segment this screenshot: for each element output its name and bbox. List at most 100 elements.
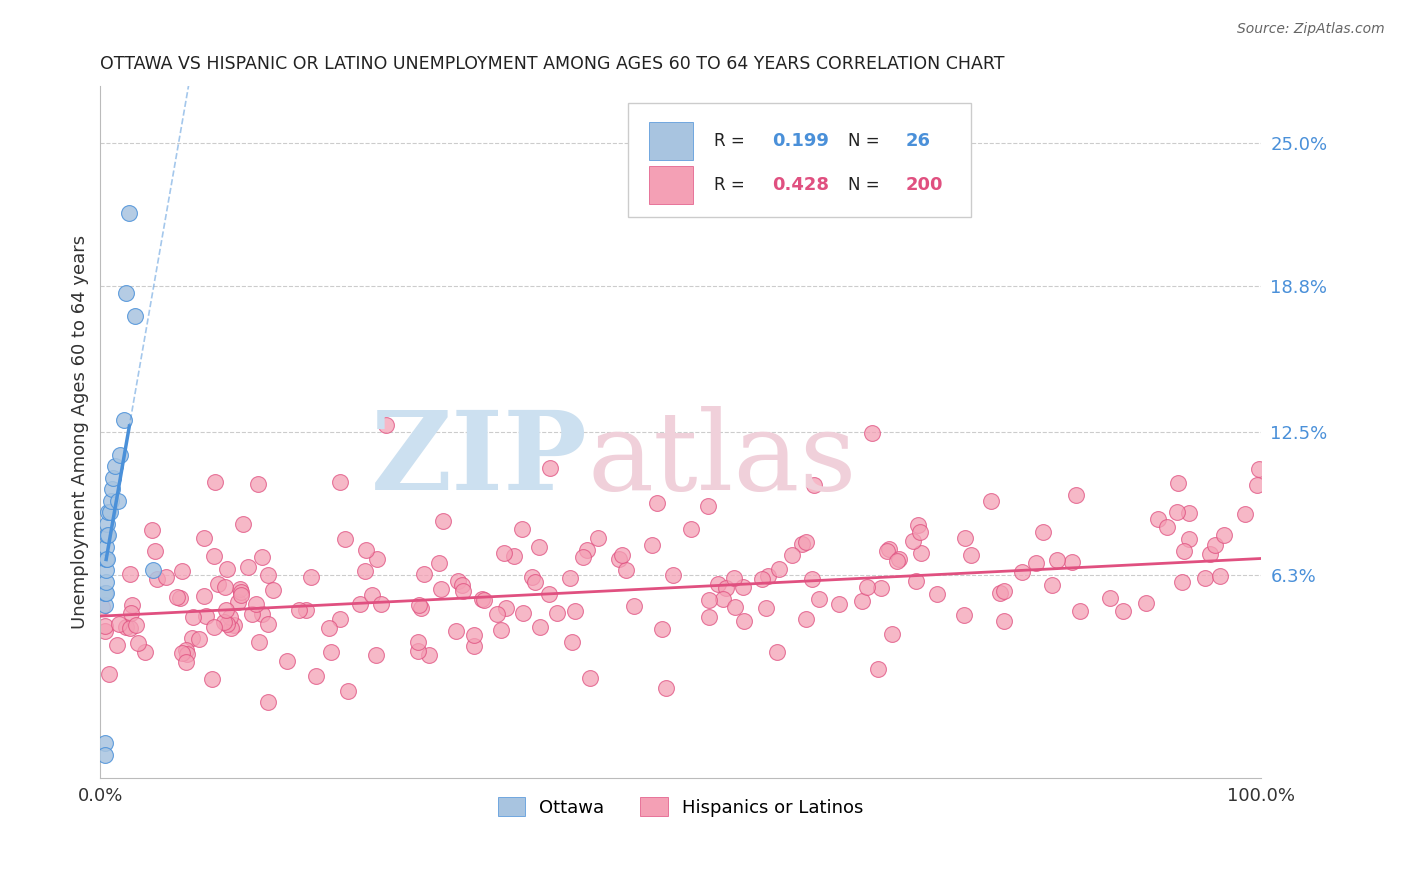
Point	[907, 517, 929, 532]
Text: OTTAWA VS HISPANIC OR LATINO UNEMPLOYMENT AMONG AGES 60 TO 64 YEARS CORRELATION : OTTAWA VS HISPANIC OR LATINO UNEMPLOYMEN…	[100, 55, 1005, 73]
Point	[988, 586, 1011, 600]
Point	[1025, 557, 1047, 571]
Point	[231, 584, 253, 599]
Point	[1173, 544, 1195, 558]
Point	[887, 552, 910, 566]
Text: ZIP: ZIP	[371, 406, 588, 513]
Point	[409, 601, 432, 615]
Point	[202, 549, 225, 563]
Text: R =: R =	[714, 176, 751, 194]
Point	[711, 592, 734, 607]
Point	[108, 616, 131, 631]
Point	[250, 550, 273, 565]
Point	[610, 549, 633, 563]
Point	[366, 551, 388, 566]
Text: 26: 26	[905, 132, 931, 150]
Point	[430, 582, 453, 596]
Point	[571, 550, 593, 565]
Text: 0.199: 0.199	[772, 132, 830, 150]
Point	[1198, 547, 1220, 561]
Point	[96, 528, 118, 542]
Point	[118, 567, 141, 582]
Point	[1249, 462, 1271, 476]
Point	[697, 593, 720, 607]
Point	[97, 505, 120, 519]
Point	[447, 574, 470, 589]
Point	[96, 563, 118, 577]
Point	[1099, 591, 1122, 606]
Point	[98, 666, 121, 681]
Point	[495, 601, 517, 615]
Point	[219, 621, 242, 635]
Point	[1156, 519, 1178, 533]
Point	[118, 205, 141, 219]
Point	[851, 593, 873, 607]
Text: 0.428: 0.428	[772, 176, 830, 194]
Point	[925, 587, 948, 601]
Point	[305, 669, 328, 683]
Point	[120, 606, 142, 620]
Point	[641, 538, 664, 552]
Point	[155, 569, 177, 583]
Point	[756, 569, 779, 583]
Point	[94, 586, 117, 600]
Point	[406, 644, 429, 658]
Point	[94, 618, 117, 632]
Point	[755, 600, 778, 615]
Point	[901, 534, 924, 549]
Point	[224, 618, 246, 632]
Point	[349, 597, 371, 611]
Point	[236, 559, 259, 574]
Point	[463, 628, 485, 642]
Point	[212, 615, 235, 629]
Y-axis label: Unemployment Among Ages 60 to 64 years: Unemployment Among Ages 60 to 64 years	[72, 235, 89, 629]
Point	[523, 575, 546, 590]
Point	[870, 582, 893, 596]
Point	[96, 551, 118, 566]
Point	[1246, 478, 1268, 492]
Point	[125, 618, 148, 632]
Point	[427, 556, 450, 570]
Point	[141, 523, 163, 537]
Point	[662, 568, 685, 582]
FancyBboxPatch shape	[650, 122, 693, 161]
Point	[169, 591, 191, 606]
Point	[193, 589, 215, 603]
FancyBboxPatch shape	[650, 166, 693, 203]
Point	[697, 609, 720, 624]
Point	[97, 528, 120, 542]
Point	[174, 655, 197, 669]
Point	[1112, 604, 1135, 618]
Point	[794, 611, 817, 625]
Point	[98, 505, 121, 519]
Point	[860, 425, 883, 440]
Point	[537, 587, 560, 601]
Legend: Ottawa, Hispanics or Latinos: Ottawa, Hispanics or Latinos	[491, 790, 870, 824]
Point	[104, 459, 127, 474]
Point	[240, 607, 263, 622]
Point	[794, 534, 817, 549]
Point	[247, 634, 270, 648]
Point	[463, 639, 485, 653]
Point	[979, 494, 1001, 508]
Point	[107, 494, 129, 508]
Point	[1011, 565, 1033, 579]
Point	[374, 417, 396, 432]
Point	[142, 563, 165, 577]
Point	[329, 612, 352, 626]
Point	[1171, 574, 1194, 589]
Point	[723, 571, 745, 585]
Point	[876, 543, 898, 558]
Point	[910, 546, 932, 560]
Point	[512, 606, 534, 620]
Point	[361, 588, 384, 602]
Point	[207, 577, 229, 591]
Point	[195, 608, 218, 623]
Point	[1166, 505, 1188, 519]
Point	[707, 577, 730, 591]
Point	[170, 646, 193, 660]
Point	[214, 581, 236, 595]
Point	[335, 532, 357, 546]
Point	[219, 610, 242, 624]
Point	[855, 580, 877, 594]
